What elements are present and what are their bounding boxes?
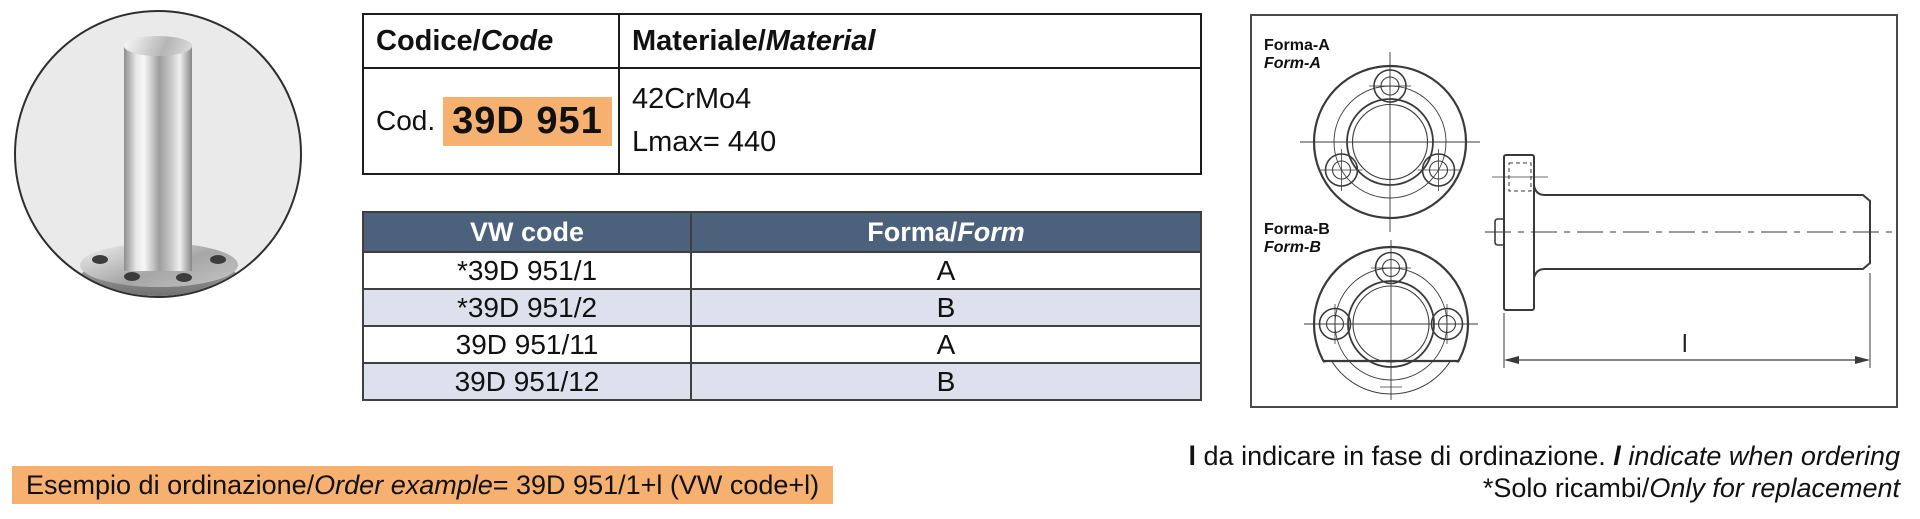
note-line-1-it: da indicare in fase di ordinazione. [1196,441,1614,471]
note-line-1: l da indicare in fase di ordinazione. l … [1189,440,1900,472]
forma-column-header: Forma/Form [692,213,1200,251]
form-b-label-en: Form-B [1264,239,1321,256]
flange-hole [176,273,192,282]
pin-shaft [124,45,192,271]
cell-vw-code: 39D 951/12 [364,364,692,399]
note-line-1-en: indicate when ordering [1620,441,1900,471]
cell-form: A [936,328,956,360]
material-cell: 42CrMo4 Lmax= 440 [620,69,1200,173]
order-example-it: Esempio di ordinazione/ [26,469,315,500]
table-row: *39D 951/1 A [364,251,1200,288]
product-photo [14,10,302,298]
vw-code-table: VW code Forma/Form *39D 951/1 A *39D 951… [362,211,1202,401]
form-a-label: Forma-A [1264,37,1330,54]
technical-drawing-panel: Forma-A Form-A [1250,14,1898,408]
codice-header-label: Codice/ [376,24,481,57]
vw-code-column-header: VW code [364,213,692,251]
forma-header-label: Forma/ [867,216,958,247]
order-example-bar: Esempio di ordinazione/Order example = 3… [12,466,834,504]
ordering-notes: l da indicare in fase di ordinazione. l … [1189,440,1900,504]
codice-header: Codice/Code [364,15,620,69]
table-row: *39D 951/2 B [364,288,1200,325]
code-cell: Cod. 39D 951 [364,69,620,173]
technical-drawing: Forma-A Form-A [1264,37,1896,405]
form-b-view [1304,240,1478,405]
cell-form: B [936,291,956,323]
pin-top-face [124,36,192,56]
note-line-2-it: *Solo ricambi/ [1482,473,1650,503]
codice-header-label-en: Code [480,24,554,57]
material-value: 42CrMo4 [632,83,752,115]
lmax-value: Lmax= 440 [632,126,777,158]
table-row: 39D 951/11 A [364,325,1200,362]
code-material-table: Codice/Code Materiale/Material Cod. 39D … [362,13,1202,175]
note-dim-symbol: l [1188,441,1197,471]
form-b-label: Forma-B [1264,221,1330,238]
note-line-2-en: Only for replacement [1649,473,1900,503]
flange-hole [210,255,226,264]
dimension-label: l [1682,330,1688,358]
materiale-header: Materiale/Material [620,15,1200,69]
cell-vw-code: *39D 951/1 [364,253,692,288]
materiale-header-label-en: Material [765,24,876,57]
cell-vw-code: *39D 951/2 [364,290,692,325]
note-line-2: *Solo ricambi/Only for replacement [1189,472,1900,504]
cod-prefix: Cod. [376,105,436,136]
cell-vw-code: 39D 951/11 [364,327,692,362]
cell-form: A [936,254,956,286]
order-example-en: Order example [314,469,493,500]
code-value-highlight: 39D 951 [443,96,612,146]
side-view [1485,154,1896,368]
note-dim-symbol-en: l [1613,441,1621,471]
vw-code-header-label: VW code [469,216,584,247]
form-a-view [1300,52,1480,232]
vw-table-header: VW code Forma/Form [364,213,1200,251]
table-row: 39D 951/12 B [364,362,1200,399]
flange-hole [124,272,140,281]
flange-hole [92,255,108,264]
cell-form: B [936,365,956,397]
forma-header-label-en: Form [957,216,1025,247]
order-example-formula: = 39D 951/1+l (VW code+l) [492,469,820,500]
form-a-label-en: Form-A [1264,55,1321,72]
materiale-header-label: Materiale/ [632,24,766,57]
